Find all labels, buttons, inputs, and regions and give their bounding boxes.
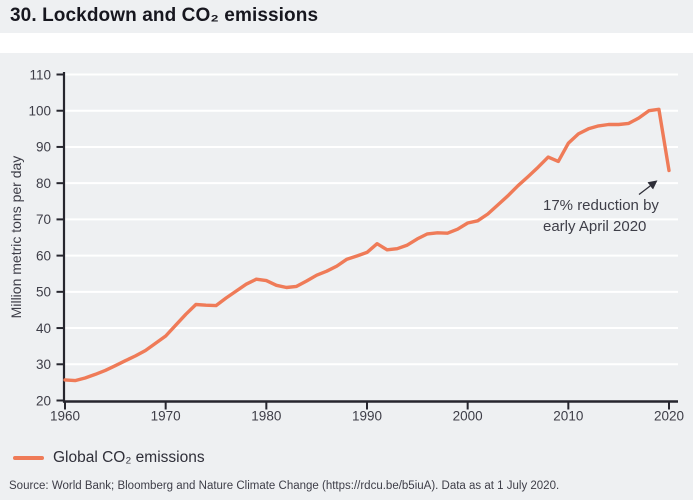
source-text: Source: World Bank; Bloomberg and Nature…	[9, 480, 560, 492]
annotation-text: 17% reduction by early April 2020	[543, 195, 659, 237]
y-tick-label: 40	[36, 321, 51, 336]
annotation-arrow-icon	[638, 180, 658, 196]
co2-emissions-line	[63, 107, 671, 383]
annotation-line-1: 17% reduction by	[543, 197, 659, 214]
x-tick-label: 1990	[352, 409, 382, 424]
x-tick-label: 1960	[50, 409, 80, 424]
y-tick-label: 90	[36, 140, 51, 155]
y-tick-label: 20	[36, 393, 51, 408]
x-tick-label: 2010	[553, 409, 583, 424]
y-tick-label: 100	[28, 104, 51, 119]
annotation-line-2: early April 2020	[543, 218, 647, 235]
y-tick-label: 80	[36, 176, 51, 191]
y-tick-label: 50	[36, 285, 51, 300]
y-tick-label: 60	[36, 248, 51, 263]
y-tick-label: 30	[36, 357, 51, 372]
legend-label: Global CO₂ emissions	[53, 449, 205, 466]
y-tick-label: 110	[29, 67, 51, 82]
y-tick-label: 70	[36, 212, 51, 227]
chart-title: 30. Lockdown and CO₂ emissions	[10, 5, 319, 26]
x-tick-label: 1980	[251, 409, 281, 424]
y-axis-label: Million metric tons per day	[8, 155, 24, 319]
legend: Global CO₂ emissions	[13, 449, 205, 467]
x-tick-label: 2020	[654, 409, 684, 424]
legend-line-swatch	[13, 456, 44, 460]
x-tick-label: 1970	[151, 409, 181, 424]
x-tick-label: 2000	[453, 409, 483, 424]
title-divider-strip	[0, 33, 693, 53]
